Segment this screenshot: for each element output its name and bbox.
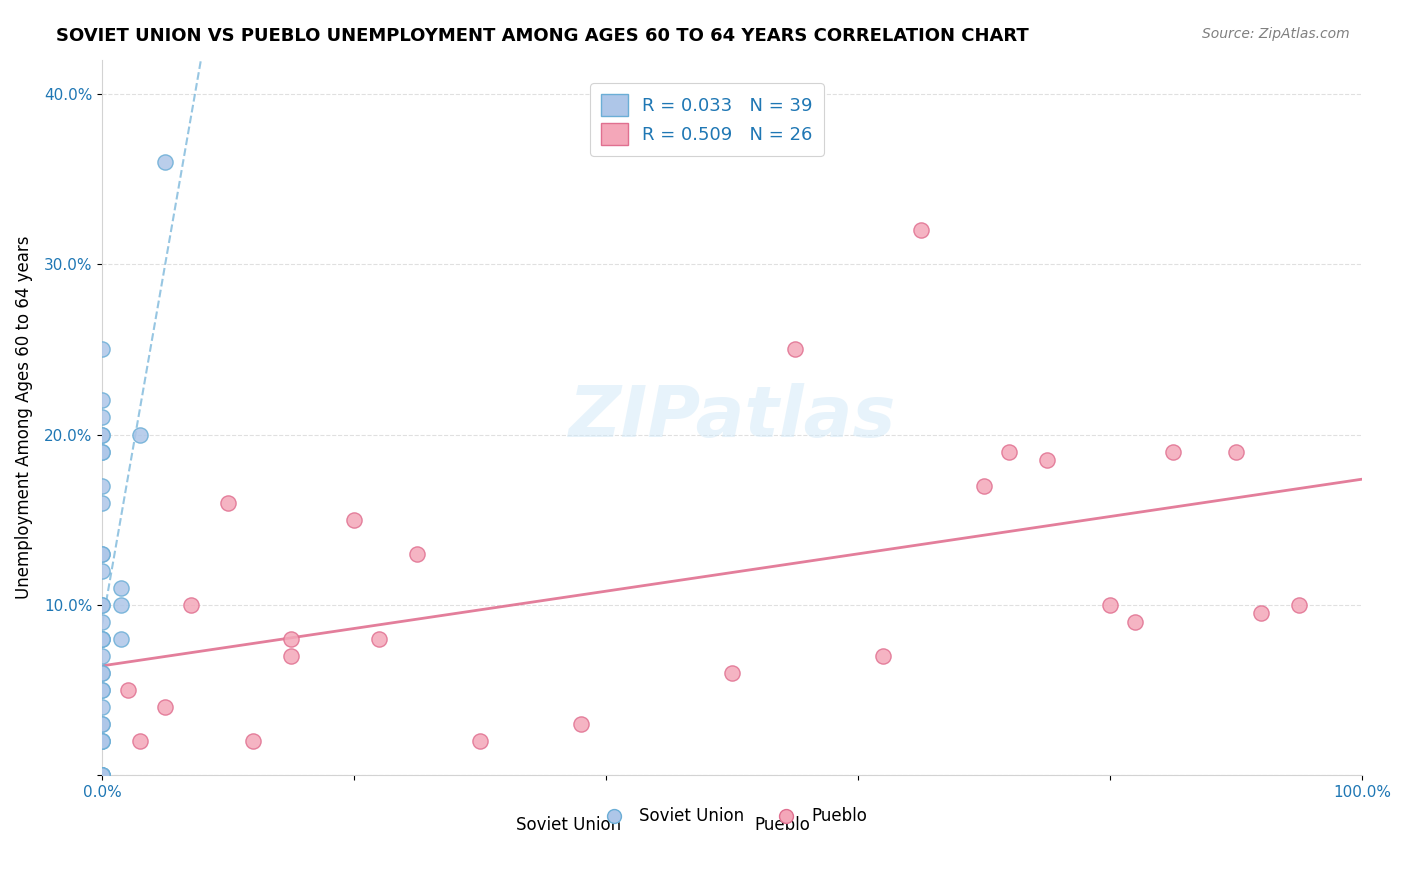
Point <box>91 343 114 357</box>
Point <box>872 648 894 663</box>
Point <box>280 648 302 663</box>
Point <box>91 632 114 646</box>
Point <box>1036 453 1059 467</box>
Point <box>91 683 114 698</box>
Point <box>91 632 114 646</box>
Point <box>91 615 114 629</box>
Point <box>1225 444 1247 458</box>
Legend: R = 0.033   N = 39, R = 0.509   N = 26: R = 0.033 N = 39, R = 0.509 N = 26 <box>591 83 824 156</box>
Point <box>91 444 114 458</box>
Point <box>343 513 366 527</box>
Point <box>1161 444 1184 458</box>
Point <box>91 768 114 782</box>
Point <box>91 393 114 408</box>
Point <box>129 734 152 748</box>
Point <box>91 734 114 748</box>
Point <box>91 734 114 748</box>
Point <box>91 427 114 442</box>
Text: SOVIET UNION VS PUEBLO UNEMPLOYMENT AMONG AGES 60 TO 64 YEARS CORRELATION CHART: SOVIET UNION VS PUEBLO UNEMPLOYMENT AMON… <box>56 27 1029 45</box>
Point <box>973 478 995 492</box>
Point <box>368 632 391 646</box>
Point <box>569 717 592 731</box>
Point <box>179 598 201 612</box>
Point <box>406 547 429 561</box>
Point <box>1123 615 1146 629</box>
Point <box>91 768 114 782</box>
Point <box>91 768 114 782</box>
Y-axis label: Unemployment Among Ages 60 to 64 years: Unemployment Among Ages 60 to 64 years <box>15 235 32 599</box>
Text: ZIPatlas: ZIPatlas <box>568 383 896 452</box>
Point <box>470 734 492 748</box>
Point <box>91 768 114 782</box>
Point <box>91 700 114 714</box>
Point <box>785 343 807 357</box>
Point <box>998 444 1021 458</box>
Point <box>110 581 132 595</box>
Point <box>129 427 152 442</box>
Point <box>91 410 114 425</box>
Point <box>91 598 114 612</box>
Point <box>155 154 177 169</box>
Point <box>1250 607 1272 621</box>
Point <box>721 666 744 681</box>
Point <box>910 223 932 237</box>
Point <box>217 496 239 510</box>
Point <box>242 734 264 748</box>
Point <box>91 717 114 731</box>
Point <box>110 632 132 646</box>
Text: Soviet Union: Soviet Union <box>516 816 621 834</box>
Point <box>91 547 114 561</box>
Point <box>91 496 114 510</box>
Point <box>91 564 114 578</box>
Point <box>110 598 132 612</box>
Text: Pueblo: Pueblo <box>755 816 810 834</box>
Point <box>91 648 114 663</box>
Point <box>155 700 177 714</box>
Point <box>91 734 114 748</box>
Point <box>91 768 114 782</box>
Point <box>117 683 139 698</box>
Point <box>91 666 114 681</box>
Point <box>91 717 114 731</box>
Point <box>91 632 114 646</box>
Point <box>1099 598 1122 612</box>
Point <box>91 478 114 492</box>
Point <box>91 598 114 612</box>
Point <box>1288 598 1310 612</box>
Point <box>91 444 114 458</box>
Point <box>91 547 114 561</box>
Point <box>91 683 114 698</box>
Text: Source: ZipAtlas.com: Source: ZipAtlas.com <box>1202 27 1350 41</box>
Point <box>91 666 114 681</box>
Point <box>91 427 114 442</box>
Point <box>280 632 302 646</box>
